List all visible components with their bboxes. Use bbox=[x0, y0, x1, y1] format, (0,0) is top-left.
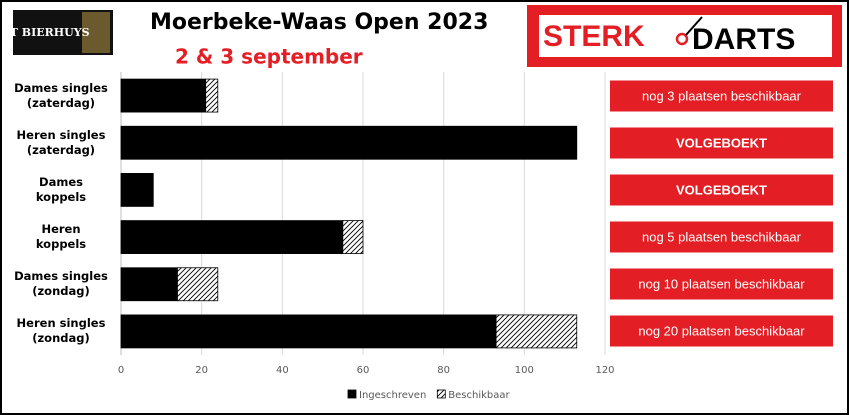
bar-segment bbox=[120, 220, 344, 254]
y-tick-label: Dames singles (zaterdag) bbox=[14, 80, 108, 110]
y-tick-label: Dames koppels bbox=[35, 174, 87, 204]
bar-segment bbox=[120, 267, 178, 302]
legend-label: Beschikbaar bbox=[448, 390, 510, 401]
x-tick-label: 80 bbox=[437, 365, 450, 376]
bar-segment bbox=[120, 125, 578, 160]
status-label: VOLGEBOEKT bbox=[610, 127, 833, 159]
x-tick-label: 60 bbox=[357, 365, 370, 376]
chart-title: Moerbeke-Waas Open 2023 bbox=[150, 10, 488, 35]
chart-subtitle: 2 & 3 september bbox=[175, 45, 363, 69]
y-tick-label: Heren singles (zondag) bbox=[16, 316, 106, 346]
y-tick-label: Heren koppels bbox=[35, 222, 87, 252]
x-tick-label: 40 bbox=[276, 365, 289, 376]
legend-swatch bbox=[436, 389, 446, 399]
status-label: VOLGEBOEKT bbox=[610, 174, 833, 206]
legend-label: Ingeschreven bbox=[359, 390, 426, 401]
logo-left-text: 'T BIERHUYS bbox=[6, 26, 89, 39]
dart-icon bbox=[675, 32, 689, 46]
bar-segment bbox=[120, 173, 154, 207]
status-label: nog 20 plaatsen beschikbaar bbox=[610, 315, 833, 347]
status-label: nog 5 plaatsen beschikbaar bbox=[610, 221, 833, 253]
bar-segment bbox=[205, 78, 219, 113]
logo-right-text-1: STERK bbox=[543, 20, 645, 53]
logo-right-text-2: DARTS bbox=[692, 23, 795, 56]
y-tick-label: Heren singles (zaterdag) bbox=[16, 127, 106, 157]
bar-segment bbox=[495, 314, 578, 349]
bar-segment bbox=[120, 314, 497, 349]
bar-segment bbox=[177, 267, 219, 302]
dart-icon bbox=[685, 16, 703, 36]
y-tick-label: Dames singles (zondag) bbox=[14, 269, 108, 299]
status-label: nog 10 plaatsen beschikbaar bbox=[610, 268, 833, 300]
x-tick-label: 100 bbox=[515, 365, 534, 376]
x-tick-label: 120 bbox=[595, 365, 614, 376]
bar-segment bbox=[120, 78, 207, 113]
x-tick-label: 20 bbox=[195, 365, 208, 376]
logo-glasses bbox=[82, 12, 110, 53]
status-label: nog 3 plaatsen beschikbaar bbox=[610, 80, 833, 112]
x-tick-label: 0 bbox=[118, 365, 124, 376]
bar-segment bbox=[342, 220, 364, 254]
legend-swatch bbox=[347, 389, 357, 399]
